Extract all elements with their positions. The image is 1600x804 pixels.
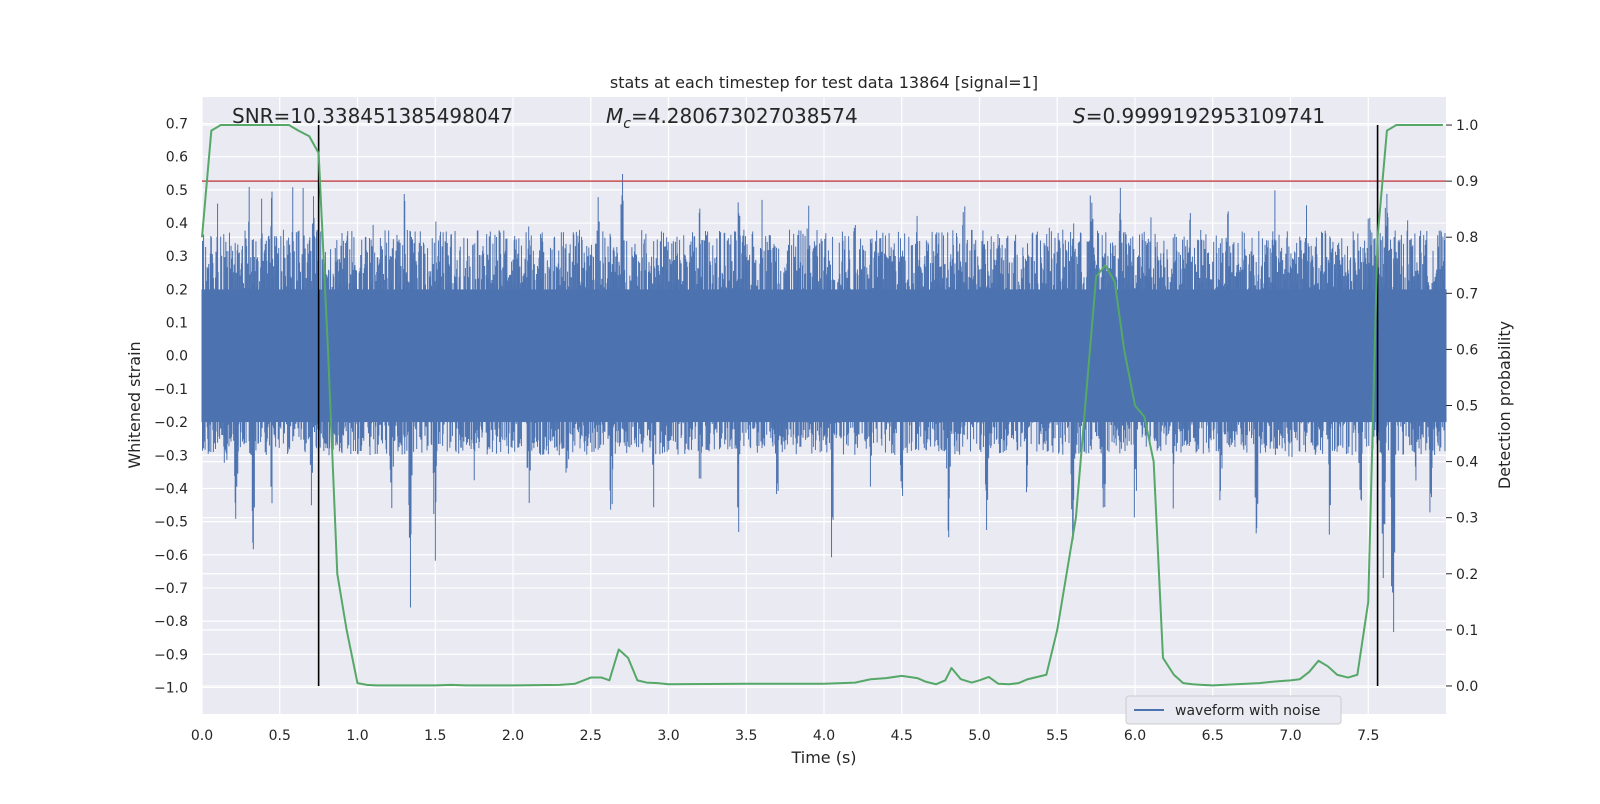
- x-tick-label: 1.0: [346, 728, 368, 744]
- x-tick-label: 2.0: [502, 728, 524, 744]
- y-tick-label: 0.7: [166, 117, 188, 133]
- y-tick-label: −0.8: [154, 614, 188, 630]
- score-value: =0.9999192953109741: [1086, 104, 1325, 128]
- x-tick-label: 4.5: [891, 728, 913, 744]
- waveform-layer: [201, 173, 1447, 632]
- chirp-mass-value: =4.280673027038574: [631, 104, 858, 128]
- y2-tick-label: 0.0: [1456, 679, 1478, 695]
- x-axis-label: Time (s): [790, 748, 856, 767]
- y-tick-label: 0.2: [166, 282, 188, 298]
- x-tick-label: 7.5: [1357, 728, 1379, 744]
- y2-ticks: 1.0 0.9 0.8 0.7 0.6 0.5 0.4 0.3 0.2 0.1 0.0: [1446, 118, 1478, 695]
- x-ticks: 0.0 0.5 1.0 1.5 2.0 2.5 3.0 3.5 4.0 4.5 5.0 5.5 6.0 6…: [191, 728, 1380, 744]
- y-tick-label: −0.2: [154, 415, 188, 431]
- x-tick-label: 5.5: [1046, 728, 1068, 744]
- y2-axis-label: Detection probability: [1495, 321, 1514, 489]
- y2-tick-label: 0.9: [1456, 174, 1478, 190]
- x-tick-label: 4.0: [813, 728, 835, 744]
- y2-tick-label: 0.7: [1456, 286, 1478, 302]
- y-tick-label: −0.4: [154, 481, 188, 497]
- waveform-with-noise-line: [201, 173, 1447, 632]
- y-tick-label: −0.7: [154, 581, 188, 597]
- y-tick-label: 0.3: [166, 249, 188, 265]
- y2-tick-label: 0.5: [1456, 399, 1478, 415]
- chirp-mass-symbol: M: [606, 104, 623, 128]
- y2-tick-label: 0.3: [1456, 511, 1478, 527]
- y2-tick-label: 1.0: [1456, 118, 1478, 134]
- y2-tick-label: 0.6: [1456, 342, 1478, 358]
- x-tick-label: 1.5: [424, 728, 446, 744]
- x-tick-label: 6.5: [1202, 728, 1224, 744]
- vline-layer: [317, 125, 1379, 686]
- x-tick-label: 6.0: [1124, 728, 1146, 744]
- x-tick-label: 2.5: [580, 728, 602, 744]
- y-tick-label: −0.1: [154, 382, 188, 398]
- x-tick-label: 3.5: [735, 728, 757, 744]
- y-tick-label: −0.6: [154, 548, 188, 564]
- y2-tick-label: 0.4: [1456, 455, 1478, 471]
- y-axis-label: Whitened strain: [125, 341, 144, 468]
- x-tick-label: 3.0: [657, 728, 679, 744]
- y-tick-label: −0.9: [154, 647, 188, 663]
- chirp-mass-annotation: Mc=4.280673027038574: [606, 104, 858, 132]
- chirp-mass-subscript: c: [623, 116, 631, 132]
- detection-probability-line: [201, 124, 1443, 687]
- legend-box: [1125, 695, 1342, 725]
- y-tick-label: 0.5: [166, 183, 188, 199]
- legend: waveform with noise: [1125, 695, 1342, 725]
- x-tick-label: 5.0: [968, 728, 990, 744]
- x-tick-label: 7.0: [1279, 728, 1301, 744]
- x-tick-label: 0.0: [191, 728, 213, 744]
- y-tick-label: 0.6: [166, 150, 188, 166]
- y-tick-label: 0.4: [166, 216, 188, 232]
- score-annotation: S=0.9999192953109741: [1073, 104, 1325, 128]
- y2-tick-label: 0.2: [1456, 567, 1478, 583]
- y-tick-label: −1.0: [154, 680, 188, 696]
- y-tick-label: 0.0: [166, 349, 188, 365]
- y-tick-label: −0.5: [154, 515, 188, 531]
- chart-title: stats at each timestep for test data 138…: [610, 73, 1038, 92]
- probability-layer: [201, 124, 1443, 687]
- x-tick-label: 0.5: [269, 728, 291, 744]
- y2-tick-label: 0.1: [1456, 623, 1478, 639]
- y-ticks: 0.7 0.6 0.5 0.4 0.3 0.2 0.1 0.0 −0.1 −0.2 −0.3 −0.4…: [154, 117, 188, 697]
- score-symbol: S: [1073, 104, 1086, 128]
- y2-tick-label: 0.8: [1456, 230, 1478, 246]
- legend-label: waveform with noise: [1175, 703, 1320, 719]
- snr-annotation: SNR=10.338451385498047: [232, 104, 513, 128]
- y-tick-label: −0.3: [154, 448, 188, 464]
- y-tick-label: 0.1: [166, 316, 188, 332]
